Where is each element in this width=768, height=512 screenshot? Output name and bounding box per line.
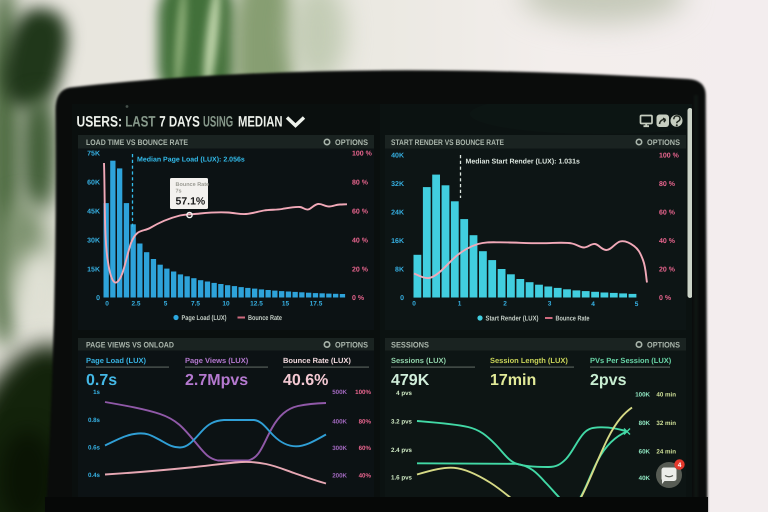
svg-text:USING: USING xyxy=(203,113,233,130)
svg-text:80 %: 80 % xyxy=(659,181,676,188)
svg-text:1: 1 xyxy=(458,301,462,308)
svg-text:LAST: LAST xyxy=(125,113,155,130)
svg-text:2pvs: 2pvs xyxy=(590,372,627,389)
svg-text:Bounce Rate (LUX): Bounce Rate (LUX) xyxy=(283,356,351,365)
svg-text:7 DAYS: 7 DAYS xyxy=(159,113,200,130)
svg-text:40 %: 40 % xyxy=(659,238,676,245)
svg-text:30K: 30K xyxy=(87,238,100,245)
svg-text:300K: 300K xyxy=(332,445,347,452)
svg-text:1s: 1s xyxy=(93,389,100,396)
svg-text:20 %: 20 % xyxy=(352,267,369,274)
svg-text:80K: 80K xyxy=(639,420,651,427)
svg-text:4: 4 xyxy=(678,462,682,469)
svg-text:80 %: 80 % xyxy=(352,180,369,187)
svg-text:OPTIONS: OPTIONS xyxy=(335,138,369,147)
svg-text:10: 10 xyxy=(222,301,230,308)
svg-text:0.4s: 0.4s xyxy=(88,472,101,479)
svg-text:40 %: 40 % xyxy=(352,238,369,245)
svg-text:PAGE VIEWS VS ONLOAD: PAGE VIEWS VS ONLOAD xyxy=(86,341,174,350)
svg-text:0: 0 xyxy=(400,295,404,302)
svg-text:24 min: 24 min xyxy=(656,449,676,456)
svg-text:479K: 479K xyxy=(391,372,430,389)
svg-text:Bounce Rate: Bounce Rate xyxy=(248,315,282,322)
svg-text:LOAD TIME VS BOUNCE RATE: LOAD TIME VS BOUNCE RATE xyxy=(86,138,189,147)
svg-text:0.7s: 0.7s xyxy=(86,372,117,389)
svg-text:16K: 16K xyxy=(391,238,404,245)
svg-text:0.8s: 0.8s xyxy=(88,417,101,424)
svg-text:32 min: 32 min xyxy=(656,420,676,427)
svg-text:Page Load (LUX): Page Load (LUX) xyxy=(86,356,147,365)
svg-text:17min: 17min xyxy=(490,372,536,389)
svg-text:40.6%: 40.6% xyxy=(283,372,328,389)
svg-text:60 %: 60 % xyxy=(659,210,676,217)
svg-text:40%: 40% xyxy=(359,473,372,480)
svg-text:5: 5 xyxy=(635,301,639,308)
svg-text:40 min: 40 min xyxy=(656,392,676,399)
svg-text:20 %: 20 % xyxy=(659,267,676,274)
svg-text:60%: 60% xyxy=(359,445,372,452)
svg-text:15K: 15K xyxy=(87,267,100,274)
svg-text:Page Views (LUX): Page Views (LUX) xyxy=(185,356,249,365)
svg-text:Sessions (LUX): Sessions (LUX) xyxy=(391,356,447,365)
svg-text:15: 15 xyxy=(282,301,290,308)
svg-text:OPTIONS: OPTIONS xyxy=(647,138,681,147)
svg-text:2.7Mpvs: 2.7Mpvs xyxy=(185,372,248,389)
svg-text:3.2 pvs: 3.2 pvs xyxy=(391,419,413,426)
svg-text:60K: 60K xyxy=(87,180,100,187)
svg-text:75K: 75K xyxy=(87,151,100,158)
svg-text:8K: 8K xyxy=(395,267,404,274)
svg-text:Start Render (LUX): Start Render (LUX) xyxy=(486,315,539,323)
svg-text:24K: 24K xyxy=(391,210,404,217)
svg-text:MEDIAN: MEDIAN xyxy=(238,113,283,130)
svg-text:7.5: 7.5 xyxy=(191,301,200,308)
svg-text:40K: 40K xyxy=(391,153,404,160)
svg-text:SESSIONS: SESSIONS xyxy=(391,341,430,350)
svg-text:0: 0 xyxy=(412,301,416,308)
svg-text:60 %: 60 % xyxy=(352,209,369,216)
svg-text:500K: 500K xyxy=(332,389,347,396)
svg-text:2: 2 xyxy=(503,301,507,308)
svg-text:0: 0 xyxy=(105,301,109,308)
svg-text:0: 0 xyxy=(96,295,100,302)
svg-text:4: 4 xyxy=(591,301,595,308)
svg-text:32K: 32K xyxy=(391,181,404,188)
svg-text:Bounce Rate: Bounce Rate xyxy=(556,316,590,323)
svg-text:Median Start Render (LUX): 1.0: Median Start Render (LUX): 1.031s xyxy=(466,158,580,166)
svg-text:Session Length (LUX): Session Length (LUX) xyxy=(490,356,568,365)
svg-text:100K: 100K xyxy=(635,392,650,399)
svg-text:0 %: 0 % xyxy=(352,295,365,302)
svg-text:12.5: 12.5 xyxy=(250,301,263,308)
svg-text:45K: 45K xyxy=(87,209,100,216)
svg-text:START RENDER VS BOUNCE RATE: START RENDER VS BOUNCE RATE xyxy=(391,138,505,147)
svg-text:5: 5 xyxy=(164,301,168,308)
svg-text:4 pvs: 4 pvs xyxy=(396,390,412,397)
svg-text:OPTIONS: OPTIONS xyxy=(335,341,369,350)
svg-text:PVs Per Session (LUX): PVs Per Session (LUX) xyxy=(590,356,672,365)
svg-text:2.4 pvs: 2.4 pvs xyxy=(391,447,413,454)
svg-text:7s: 7s xyxy=(176,189,182,195)
svg-text:Page Load (LUX): Page Load (LUX) xyxy=(182,314,227,322)
svg-text:Median Page Load (LUX): 2.056s: Median Page Load (LUX): 2.056s xyxy=(137,156,245,164)
svg-text:2.5: 2.5 xyxy=(131,301,140,308)
svg-text:40K: 40K xyxy=(639,475,651,482)
svg-text:100 %: 100 % xyxy=(659,153,680,160)
svg-text:60K: 60K xyxy=(639,449,651,456)
svg-text:100%: 100% xyxy=(355,389,371,396)
svg-text:USERS:: USERS: xyxy=(77,113,123,130)
svg-text:0.6s: 0.6s xyxy=(88,445,101,452)
svg-text:400K: 400K xyxy=(332,419,347,426)
svg-text:1.6 pvs: 1.6 pvs xyxy=(391,475,413,482)
svg-text:200K: 200K xyxy=(332,473,347,480)
svg-text:OPTIONS: OPTIONS xyxy=(647,341,681,350)
svg-text:3: 3 xyxy=(548,301,552,308)
svg-text:17.5: 17.5 xyxy=(310,301,323,308)
svg-text:0 %: 0 % xyxy=(659,295,672,302)
svg-text:57.1%: 57.1% xyxy=(176,196,206,208)
svg-text:Bounce Rate: Bounce Rate xyxy=(176,182,210,188)
svg-text:100 %: 100 % xyxy=(352,151,373,158)
svg-text:80%: 80% xyxy=(359,419,372,426)
